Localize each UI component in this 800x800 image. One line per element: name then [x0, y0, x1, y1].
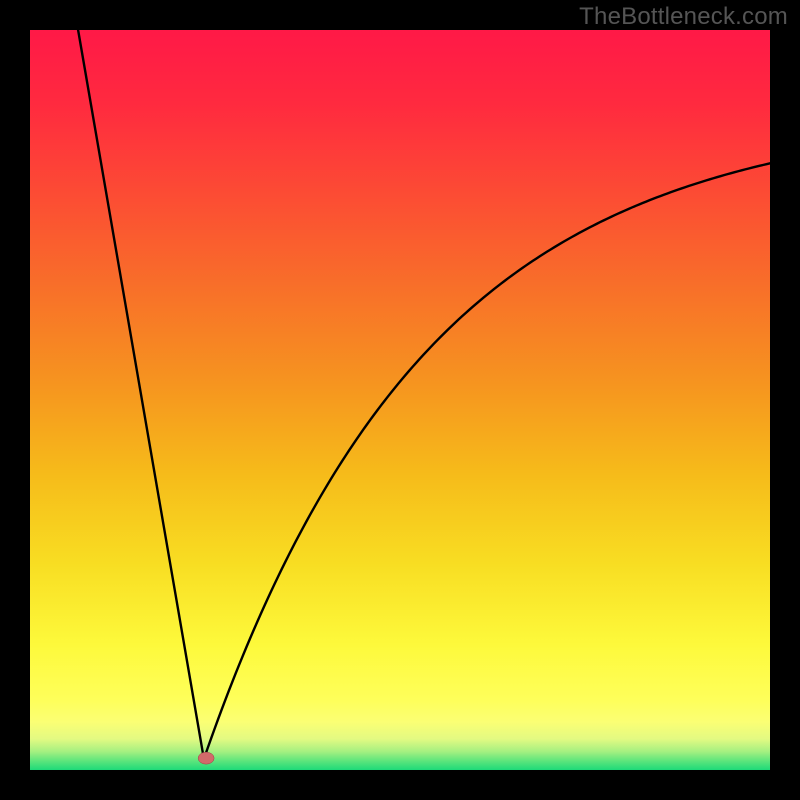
chart-container: TheBottleneck.com [0, 0, 800, 800]
watermark-text: TheBottleneck.com [579, 3, 788, 31]
optimal-marker [198, 752, 214, 764]
bottleneck-chart [0, 0, 800, 800]
